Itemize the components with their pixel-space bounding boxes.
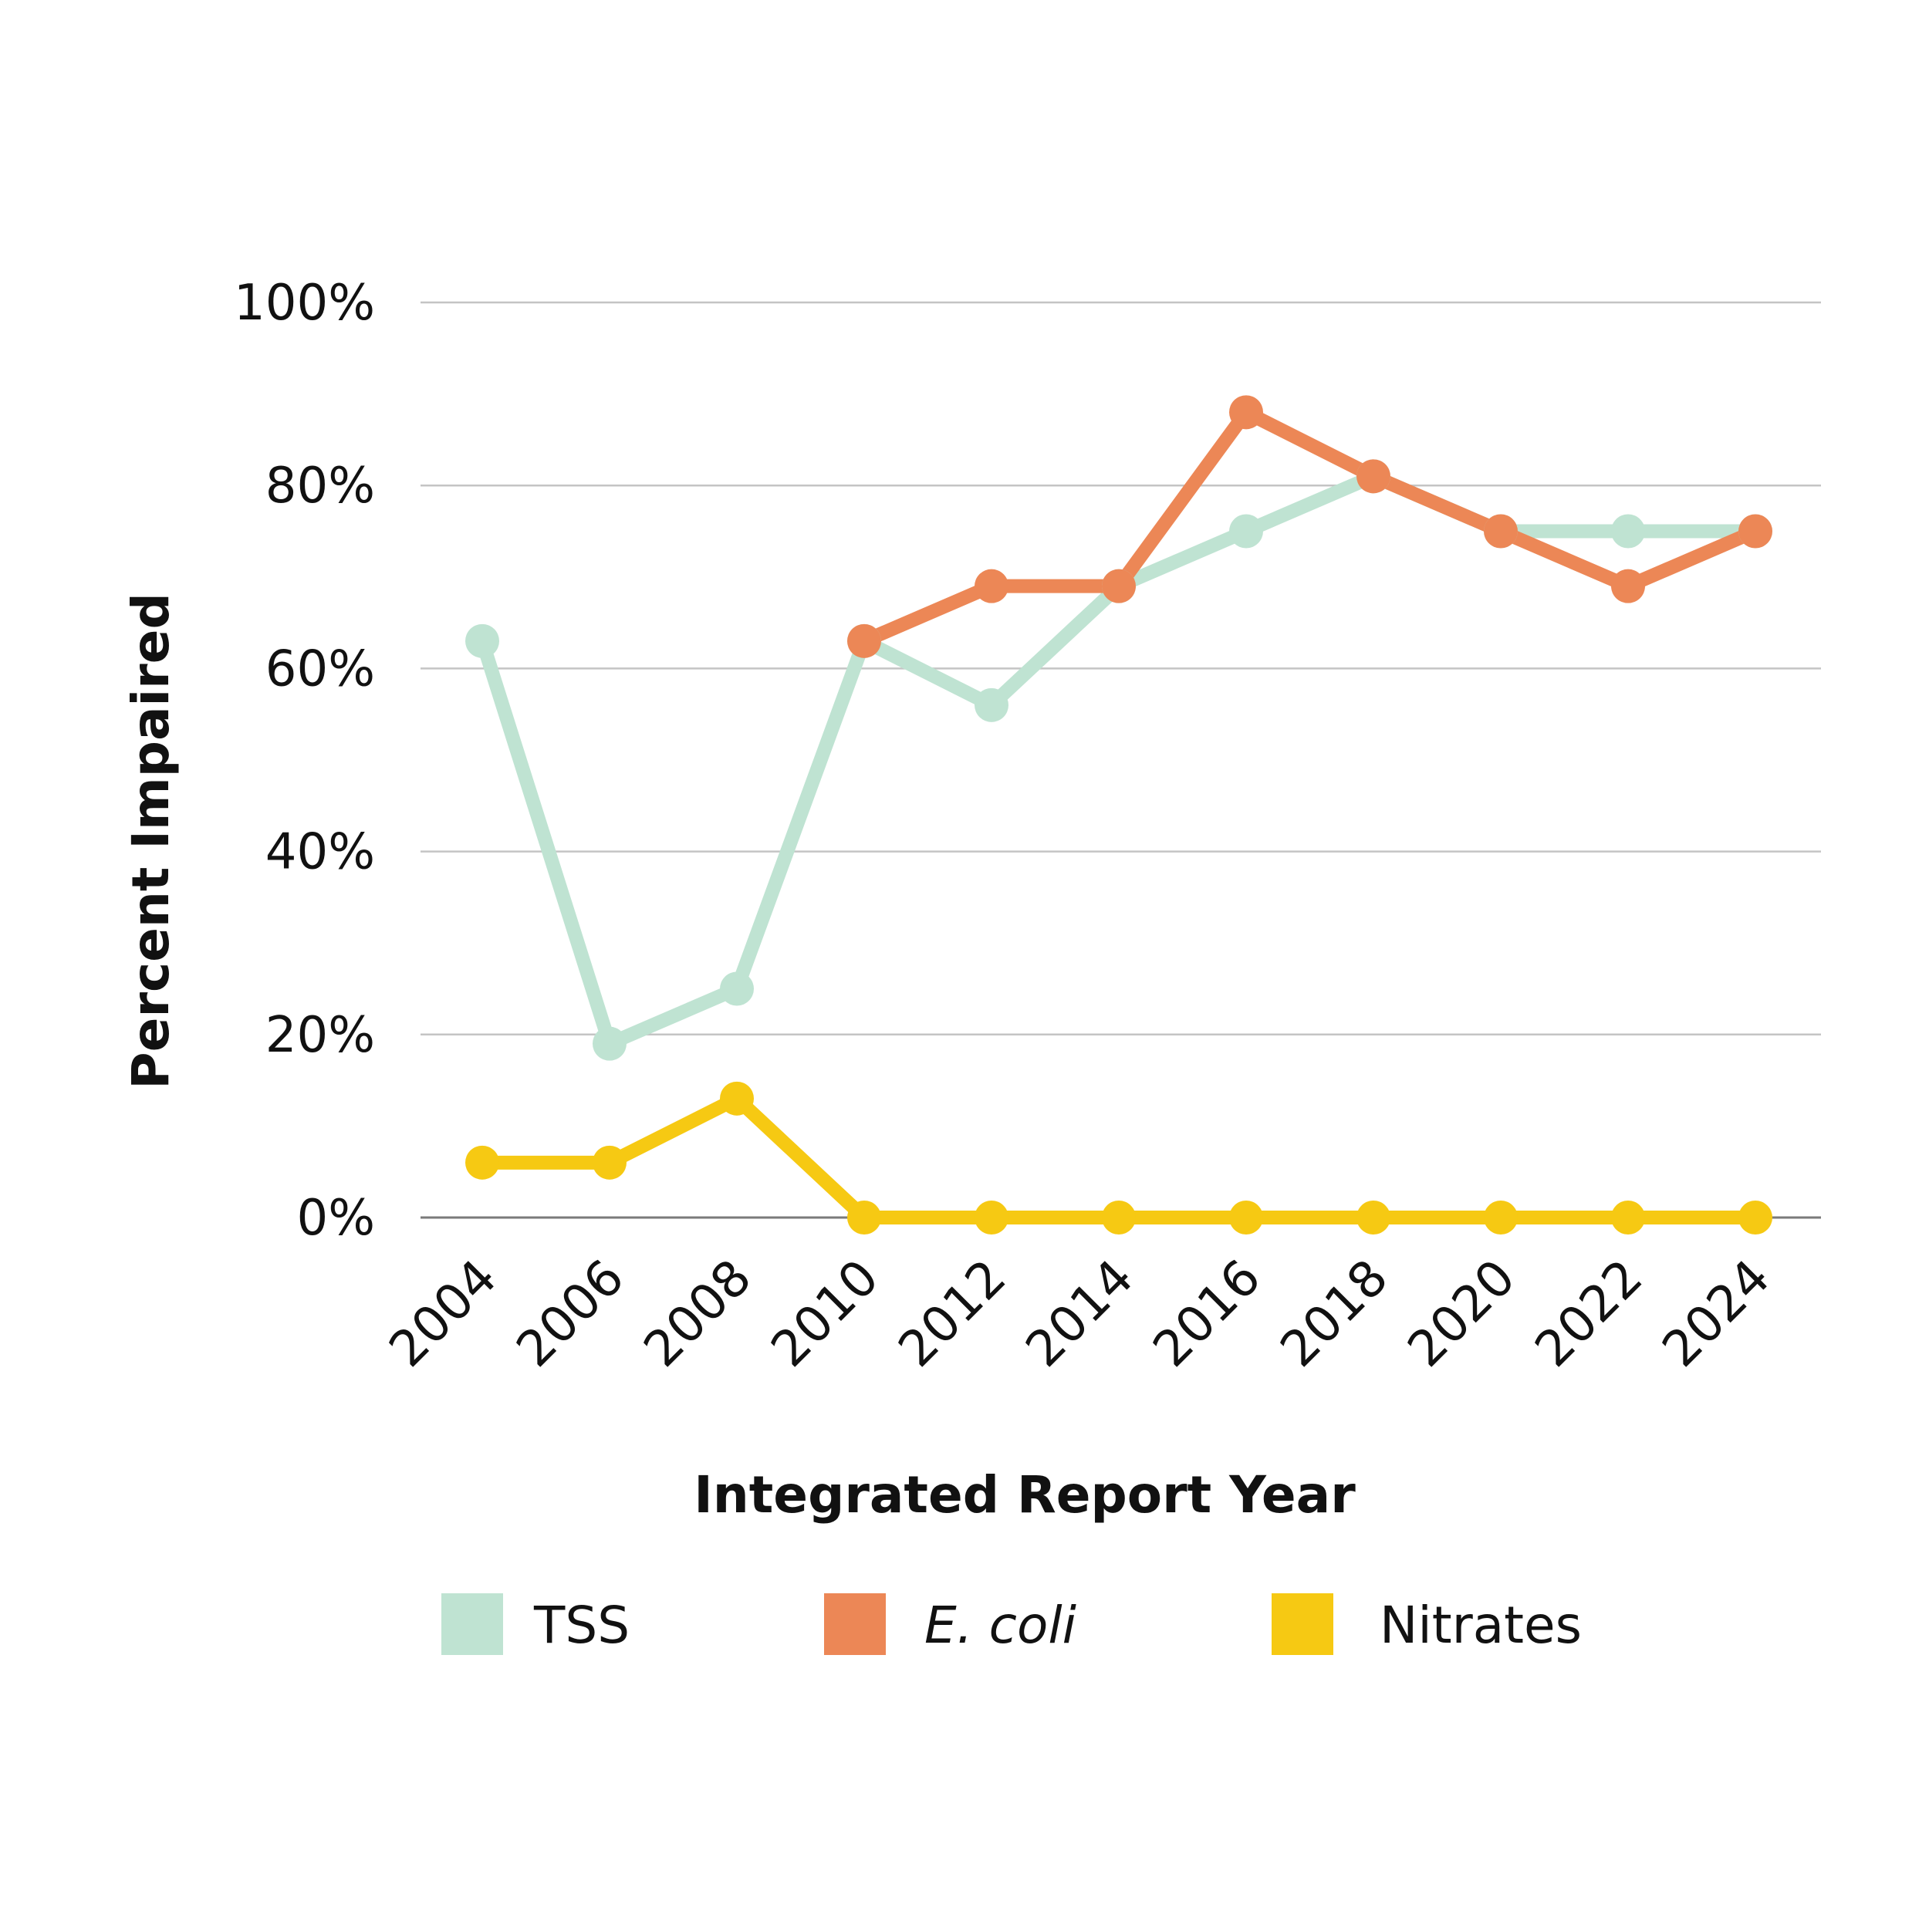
data-point-e-coli	[1102, 569, 1136, 603]
x-tick-label: 2004	[379, 1249, 508, 1378]
data-point-nitrates	[1738, 1201, 1772, 1235]
data-point-nitrates	[593, 1145, 627, 1180]
series-line-e-coli	[857, 405, 1762, 648]
y-tick-label: 80%	[265, 458, 375, 515]
legend: TSS E. coli Nitrates	[441, 1593, 1582, 1655]
x-axis-ticks: 2004200620082010201220142016201820202022…	[379, 1249, 1781, 1378]
data-point-nitrates	[1611, 1201, 1645, 1235]
legend-swatch-e-coli	[824, 1593, 886, 1655]
data-point-nitrates	[975, 1201, 1008, 1235]
gridlines	[421, 301, 1821, 1219]
data-point-nitrates	[1356, 1201, 1390, 1235]
data-point-nitrates	[1102, 1201, 1136, 1235]
legend-label-e-coli: E. coli	[924, 1596, 1077, 1655]
data-point-tss	[1611, 514, 1645, 549]
series-lines	[475, 405, 1762, 1224]
x-tick-label: 2024	[1652, 1249, 1781, 1378]
series-points	[465, 395, 1772, 1235]
series-line-nitrates	[475, 1091, 1762, 1224]
x-tick-label: 2014	[1015, 1249, 1144, 1378]
y-tick-label: 0%	[296, 1190, 375, 1247]
data-point-e-coli	[1738, 514, 1772, 549]
data-point-e-coli	[975, 569, 1008, 603]
x-tick-label: 2018	[1270, 1249, 1399, 1378]
data-point-nitrates	[847, 1201, 881, 1235]
data-point-e-coli	[1611, 569, 1645, 603]
series-nitrates-points	[465, 1081, 1772, 1235]
data-point-tss	[465, 623, 499, 658]
y-tick-label: 100%	[234, 275, 375, 332]
data-point-nitrates	[1229, 1201, 1263, 1235]
series-tss-points	[465, 459, 1772, 1061]
data-point-e-coli	[1356, 459, 1390, 494]
data-point-tss	[1229, 514, 1263, 549]
data-point-e-coli	[847, 623, 881, 658]
y-tick-label: 40%	[265, 824, 375, 881]
legend-label-nitrates: Nitrates	[1380, 1596, 1582, 1655]
data-point-nitrates	[465, 1145, 499, 1180]
legend-swatch-tss	[441, 1593, 503, 1655]
data-point-tss	[593, 1026, 627, 1061]
y-axis-ticks: 0% 20% 40% 60% 80% 100%	[234, 275, 375, 1247]
series-nitrates	[475, 1091, 1762, 1224]
y-axis-title: Percent Impaired	[121, 593, 181, 1089]
data-point-e-coli	[1229, 395, 1263, 430]
y-tick-label: 20%	[265, 1007, 375, 1064]
series-e-coli	[857, 405, 1762, 648]
x-tick-label: 2010	[761, 1249, 890, 1378]
x-tick-label: 2022	[1525, 1249, 1654, 1378]
x-tick-label: 2016	[1143, 1249, 1272, 1378]
x-tick-label: 2020	[1397, 1249, 1526, 1378]
series-e-coli-points	[847, 395, 1772, 658]
data-point-tss	[720, 971, 754, 1006]
x-tick-label: 2008	[633, 1249, 762, 1378]
data-point-nitrates	[1484, 1201, 1518, 1235]
x-tick-label: 2012	[888, 1249, 1017, 1378]
y-tick-label: 60%	[265, 640, 375, 697]
data-point-e-coli	[1484, 514, 1518, 549]
data-point-tss	[975, 687, 1008, 722]
x-tick-label: 2006	[506, 1249, 635, 1378]
legend-swatch-nitrates	[1272, 1593, 1333, 1655]
data-point-nitrates	[720, 1081, 754, 1116]
x-axis-title: Integrated Report Year	[694, 1465, 1356, 1525]
legend-label-tss: TSS	[533, 1596, 630, 1655]
